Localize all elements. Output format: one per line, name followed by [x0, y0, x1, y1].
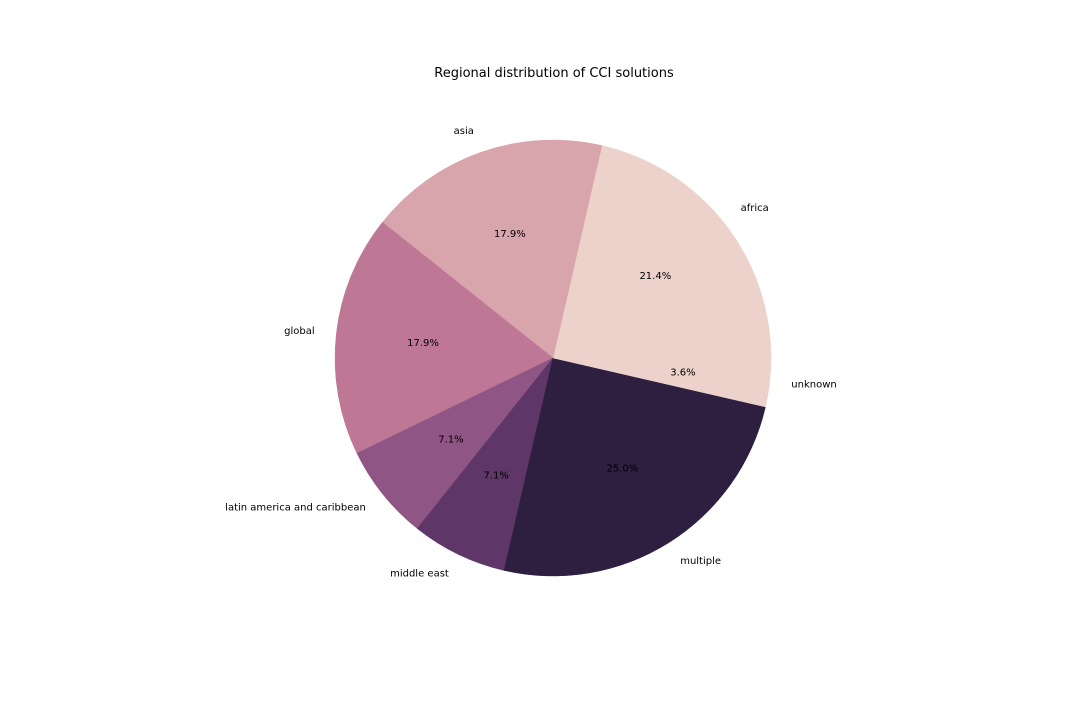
slice-percent-label: 25.0% — [607, 463, 639, 474]
pie-slice-africa — [552, 145, 772, 359]
slice-percent-label: 17.9% — [494, 229, 526, 240]
slice-percent-label: 7.1% — [483, 470, 508, 481]
slice-label: multiple — [680, 556, 721, 567]
slice-label: asia — [454, 126, 474, 137]
pie-labels: africa 21.4% asia 17.9% global 17.9% latin ame… — [225, 126, 837, 579]
pie-slice-multiple — [503, 357, 766, 577]
slice-percent-label: 3.6% — [670, 367, 695, 378]
slice-label: unknown — [791, 380, 836, 391]
slice-label: latin america and caribbean — [225, 502, 366, 513]
slice-label: africa — [741, 203, 769, 214]
chart-title: Regional distribution of CCI solutions — [434, 66, 674, 81]
pie-slice-unknown — [552, 357, 772, 408]
slice-label: global — [284, 326, 315, 337]
slice-percent-label: 17.9% — [407, 338, 439, 349]
slice-percent-label: 21.4% — [639, 271, 671, 282]
slice-percent-label: 7.1% — [438, 434, 463, 445]
pie-slice-global — [334, 221, 554, 454]
pie-slice-asia — [382, 139, 603, 359]
pie-slices — [334, 139, 772, 577]
slice-label: middle east — [390, 569, 449, 580]
